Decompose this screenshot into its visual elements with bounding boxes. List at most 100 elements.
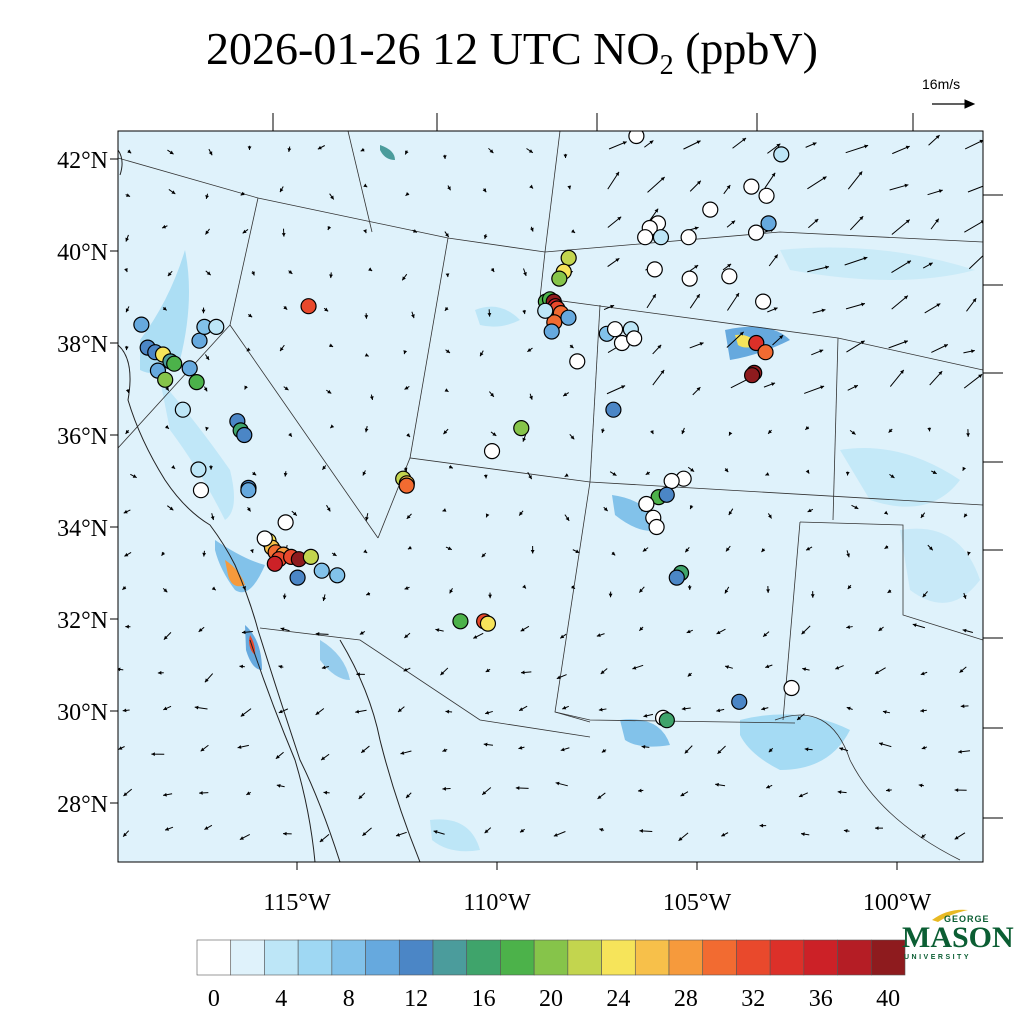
latitude-labels: 42°N 40°N 38°N 36°N 34°N 32°N 30°N 28°N bbox=[57, 148, 108, 818]
map-frame bbox=[117, 130, 984, 863]
wind-vector bbox=[835, 665, 844, 670]
station-marker bbox=[188, 374, 205, 391]
wind-vector bbox=[404, 632, 411, 639]
wind-vector bbox=[962, 628, 974, 633]
wind-vector bbox=[796, 713, 805, 721]
gmu-logo: GEORGE MASON UNIVERSITY bbox=[900, 909, 1014, 970]
wind-vector bbox=[151, 752, 165, 757]
wind-vector bbox=[716, 708, 725, 713]
wind-vector bbox=[442, 154, 447, 160]
wind-vector bbox=[242, 585, 246, 591]
wind-vector bbox=[812, 308, 826, 314]
wind-vector bbox=[519, 828, 525, 833]
wind-vector bbox=[889, 473, 895, 479]
wind-vector bbox=[801, 625, 811, 635]
wind-vector bbox=[239, 664, 245, 669]
wind-vector bbox=[728, 508, 734, 516]
colorbar-swatch bbox=[668, 939, 704, 976]
wind-vector bbox=[644, 140, 654, 148]
wind-vector bbox=[922, 262, 933, 269]
colorbar-tick-label: 24 bbox=[606, 986, 630, 1012]
wind-vector bbox=[210, 513, 215, 521]
wind-vector bbox=[449, 588, 454, 594]
wind-vector bbox=[646, 293, 657, 309]
wind-vector bbox=[722, 263, 732, 271]
wind-vector bbox=[282, 593, 287, 600]
wind-vector bbox=[242, 229, 249, 234]
station-marker bbox=[668, 569, 685, 586]
wind-vector bbox=[360, 745, 370, 754]
logo-line3: UNIVERSITY bbox=[904, 954, 972, 961]
wind-vector bbox=[201, 307, 206, 314]
wind-vector bbox=[445, 709, 453, 714]
wind-vector bbox=[683, 140, 701, 150]
wind-vector bbox=[839, 747, 849, 752]
wind-vector bbox=[652, 369, 665, 386]
lat-label: 38°N bbox=[57, 332, 108, 358]
wind-vector bbox=[804, 426, 810, 431]
station-marker bbox=[652, 229, 670, 246]
wind-vector bbox=[930, 218, 940, 230]
wind-vector bbox=[686, 629, 694, 634]
wind-vector bbox=[689, 505, 694, 510]
wind-vector bbox=[208, 148, 213, 156]
coastline bbox=[118, 149, 421, 862]
wind-vector bbox=[724, 665, 733, 669]
lat-label: 36°N bbox=[57, 424, 108, 450]
wind-vector bbox=[204, 824, 213, 830]
wind-vector bbox=[597, 792, 606, 800]
wind-vector bbox=[800, 832, 810, 837]
wind-vector bbox=[515, 786, 529, 790]
wind-vector bbox=[530, 226, 534, 232]
wind-vector bbox=[322, 594, 327, 602]
colorbar-swatch bbox=[769, 939, 805, 976]
wind-vector bbox=[963, 349, 975, 354]
wind-vector bbox=[320, 753, 330, 761]
wind-vector bbox=[360, 147, 365, 152]
wind-vector bbox=[883, 510, 889, 515]
wind-vector bbox=[560, 747, 570, 752]
wind-vector bbox=[766, 586, 770, 593]
wind-vector bbox=[689, 342, 704, 349]
station-marker bbox=[638, 495, 655, 513]
wind-vector bbox=[567, 185, 572, 190]
wind-vector bbox=[194, 705, 208, 710]
wind-vector bbox=[448, 464, 454, 469]
wind-vector bbox=[442, 508, 447, 512]
wind-vector bbox=[482, 188, 487, 193]
wind-vector bbox=[804, 747, 813, 752]
station-marker bbox=[166, 355, 183, 372]
political-borders bbox=[118, 131, 983, 861]
station-marker bbox=[190, 461, 207, 478]
wind-vector bbox=[124, 551, 132, 557]
wind-vector bbox=[291, 510, 298, 516]
wind-vector bbox=[844, 256, 868, 266]
wind-vector bbox=[484, 827, 492, 834]
wind-vector bbox=[125, 624, 131, 629]
wind-vector bbox=[444, 306, 449, 312]
wind-vector bbox=[764, 172, 776, 189]
wind-vector bbox=[276, 783, 285, 788]
wind-vector bbox=[608, 141, 627, 150]
wind-vector bbox=[874, 667, 886, 675]
wind-vector bbox=[488, 391, 495, 398]
wind-vector bbox=[678, 832, 689, 842]
wind-vector bbox=[322, 465, 327, 471]
wind-vector bbox=[364, 426, 369, 433]
wind-vector bbox=[323, 790, 330, 795]
wind-vector bbox=[885, 788, 892, 793]
wind-vector bbox=[761, 706, 769, 711]
wind-vector bbox=[124, 268, 128, 273]
colorbar-swatch bbox=[500, 939, 535, 976]
wind-vector bbox=[204, 354, 210, 361]
wind-vector bbox=[553, 831, 566, 837]
wind-vector bbox=[404, 586, 410, 590]
wind-vector bbox=[527, 347, 533, 353]
station-marker bbox=[721, 268, 738, 285]
station-marker bbox=[626, 330, 643, 347]
wind-vector bbox=[716, 628, 726, 635]
wind-vector bbox=[563, 153, 568, 159]
station-marker bbox=[329, 567, 346, 584]
wind-vector bbox=[559, 633, 567, 639]
wind-vector bbox=[717, 745, 726, 755]
